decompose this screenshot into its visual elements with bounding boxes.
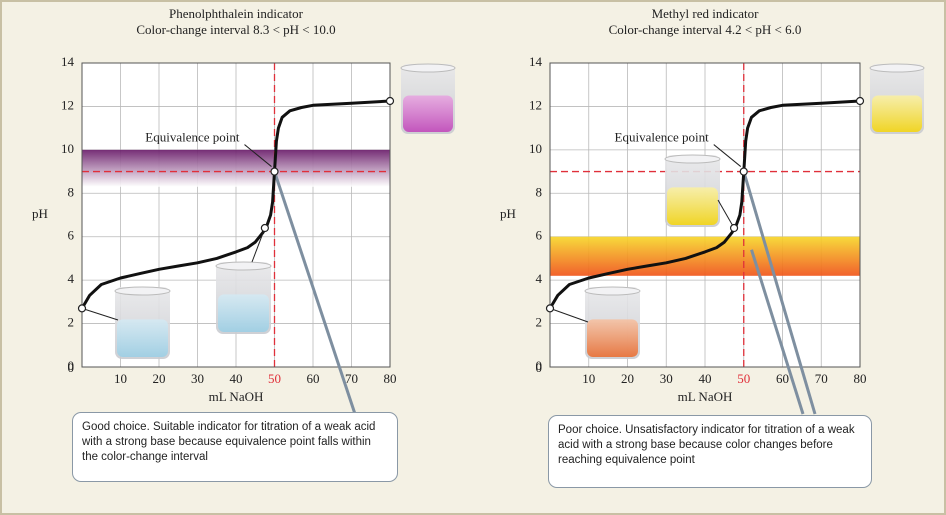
beaker-rim xyxy=(216,262,271,270)
beaker-rim xyxy=(115,287,170,295)
y-tick-label: 8 xyxy=(536,184,543,199)
point-marker xyxy=(547,305,554,312)
x-tick-label: 70 xyxy=(815,371,828,386)
beaker-liquid xyxy=(587,319,638,357)
indicator-band xyxy=(550,237,860,276)
y-tick-label: 14 xyxy=(529,54,543,69)
y-tick-label: 10 xyxy=(61,141,74,156)
x-tick-label: 80 xyxy=(384,371,397,386)
beaker-liquid xyxy=(403,96,453,133)
point-marker xyxy=(261,225,268,232)
y-axis-label: pH xyxy=(500,206,516,221)
note: Good choice. Suitable indicator for titr… xyxy=(72,412,398,482)
x-tick-label: 10 xyxy=(582,371,595,386)
beaker-liquid xyxy=(667,187,718,225)
point-marker xyxy=(271,168,278,175)
x-tick-label: 10 xyxy=(114,371,127,386)
x-axis-label: mL NaOH xyxy=(209,389,264,404)
point-marker xyxy=(79,305,86,312)
indicator-band xyxy=(82,150,390,187)
note: Poor choice. Unsatisfactory indicator fo… xyxy=(548,415,872,488)
y-tick-label: 6 xyxy=(536,228,543,243)
annotation: Equivalence point xyxy=(615,130,710,145)
y-tick-label: 10 xyxy=(529,141,542,156)
x-tick-label: 0 xyxy=(536,360,543,375)
beaker-liquid xyxy=(218,294,269,332)
chart-subtitle: Color-change interval 4.2 < pH < 6.0 xyxy=(609,22,802,37)
beaker-rim xyxy=(870,64,924,72)
beaker-liquid xyxy=(872,96,922,133)
x-tick-label: 40 xyxy=(230,371,243,386)
point-marker xyxy=(740,168,747,175)
y-tick-label: 4 xyxy=(536,271,543,286)
x-tick-label: 0 xyxy=(68,360,75,375)
x-tick-label: 50 xyxy=(737,371,750,386)
y-tick-label: 14 xyxy=(61,54,75,69)
y-tick-label: 8 xyxy=(68,184,75,199)
x-axis-label: mL NaOH xyxy=(678,389,733,404)
chart-title: Methyl red indicator xyxy=(652,6,760,21)
y-tick-label: 2 xyxy=(536,315,543,330)
beaker-rim xyxy=(585,287,640,295)
point-marker xyxy=(731,225,738,232)
y-tick-label: 12 xyxy=(529,97,542,112)
x-tick-label: 80 xyxy=(854,371,867,386)
chart-title: Phenolphthalein indicator xyxy=(169,6,304,21)
y-tick-label: 6 xyxy=(68,228,75,243)
chart-subtitle: Color-change interval 8.3 < pH < 10.0 xyxy=(136,22,335,37)
annotation: Equivalence point xyxy=(145,130,240,145)
figure: Equivalence point02468101214102030405060… xyxy=(0,0,946,515)
x-tick-label: 40 xyxy=(699,371,712,386)
x-tick-label: 70 xyxy=(345,371,358,386)
x-tick-label: 60 xyxy=(307,371,320,386)
x-tick-label: 50 xyxy=(268,371,281,386)
beaker-rim xyxy=(665,155,720,163)
x-tick-label: 20 xyxy=(621,371,634,386)
x-tick-label: 30 xyxy=(191,371,204,386)
y-tick-label: 4 xyxy=(68,271,75,286)
point-marker xyxy=(857,98,864,105)
beaker-rim xyxy=(401,64,455,72)
y-tick-label: 12 xyxy=(61,97,74,112)
x-tick-label: 60 xyxy=(776,371,789,386)
y-tick-label: 2 xyxy=(68,315,75,330)
x-tick-label: 20 xyxy=(153,371,166,386)
beaker-liquid xyxy=(117,319,168,357)
y-axis-label: pH xyxy=(32,206,48,221)
point-marker xyxy=(387,98,394,105)
x-tick-label: 30 xyxy=(660,371,673,386)
